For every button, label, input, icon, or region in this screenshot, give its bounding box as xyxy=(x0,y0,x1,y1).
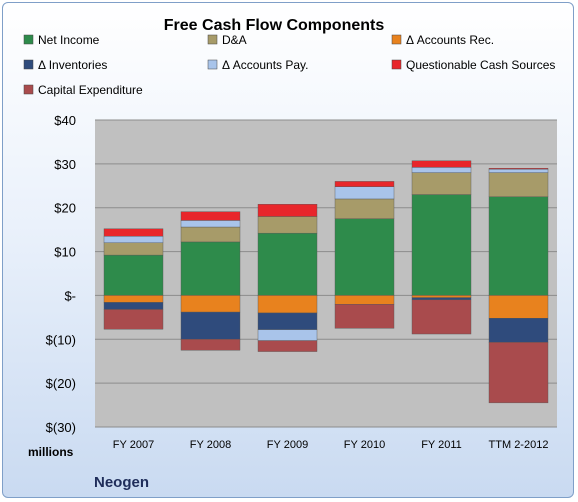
x-tick-label: FY 2009 xyxy=(267,439,308,451)
bar-segment xyxy=(334,218,395,296)
legend-swatch xyxy=(391,59,402,70)
legend-label: D&A xyxy=(222,33,247,47)
x-tick-label: FY 2007 xyxy=(113,439,154,451)
bar-segment xyxy=(103,302,164,310)
x-tick-label: FY 2008 xyxy=(190,439,231,451)
legend-swatch xyxy=(207,34,218,45)
bar-segment xyxy=(411,172,472,195)
bar-segment xyxy=(488,172,549,197)
y-tick-label: $40 xyxy=(54,113,76,128)
bar-segment xyxy=(334,304,395,329)
chart-legend: Net Income D&A Δ Accounts Rec. Δ Inventorie… xyxy=(23,33,555,97)
bar-segment xyxy=(411,194,472,296)
bar-segment xyxy=(488,318,549,343)
y-unit-label: millions xyxy=(28,445,74,459)
bars-group xyxy=(103,160,549,404)
legend-label: Net Income xyxy=(38,33,100,47)
bar-segment xyxy=(180,339,241,351)
bar-segment xyxy=(257,329,318,341)
legend-swatch xyxy=(23,84,34,95)
x-tick-label: TTM 2-2012 xyxy=(489,439,549,451)
legend-label: Δ Inventories xyxy=(38,58,107,72)
bar-segment xyxy=(334,181,395,187)
gridlines xyxy=(95,119,557,428)
bar-segment xyxy=(334,295,395,305)
bar-segment xyxy=(411,160,472,168)
y-tick-label: $- xyxy=(64,288,76,303)
bar-segment xyxy=(103,236,164,244)
legend-swatch xyxy=(23,34,34,45)
y-tick-label: $20 xyxy=(54,201,76,216)
legend-label: Questionable Cash Sources xyxy=(406,58,555,72)
y-tick-label: $30 xyxy=(54,157,76,172)
legend-label: Δ Accounts Rec. xyxy=(406,33,494,47)
bar-segment xyxy=(411,297,472,301)
bar-segment xyxy=(334,198,395,219)
legend-label: Capital Expenditure xyxy=(38,83,143,97)
chart-title: Free Cash Flow Components xyxy=(164,17,385,34)
x-tick-label: FY 2011 xyxy=(421,439,462,451)
bar-segment xyxy=(103,242,164,256)
x-tick-label: FY 2010 xyxy=(344,439,385,451)
bar-segment xyxy=(180,220,241,228)
bar-segment xyxy=(334,186,395,200)
bar-segment xyxy=(180,241,241,296)
bar-segment xyxy=(257,216,318,234)
y-tick-label: $(20) xyxy=(46,376,76,391)
bar-segment xyxy=(488,196,549,296)
bar-segment xyxy=(180,311,241,340)
bar-segment xyxy=(488,168,549,170)
bar-segment xyxy=(411,299,472,335)
bar-segment xyxy=(411,167,472,173)
bar-segment xyxy=(257,340,318,352)
x-tick-labels: FY 2007 FY 2008 FY 2009 FY 2010 FY 2011 TTM 2… xyxy=(113,439,549,451)
y-tick-label: $10 xyxy=(54,245,76,260)
bar-segment xyxy=(103,228,164,237)
legend-swatch xyxy=(23,59,34,70)
y-tick-label: $(30) xyxy=(46,420,76,435)
y-tick-label: $(10) xyxy=(46,332,76,347)
bar-segment xyxy=(257,204,318,217)
bar-segment xyxy=(257,295,318,314)
plot-area xyxy=(95,120,557,427)
bar-segment xyxy=(488,295,549,319)
bar-segment xyxy=(103,309,164,330)
bar-segment xyxy=(411,295,472,298)
company-label: Neogen xyxy=(94,474,149,491)
bar-segment xyxy=(488,168,549,173)
legend-swatch xyxy=(391,34,402,45)
bar-segment xyxy=(257,232,318,296)
bar-segment xyxy=(180,295,241,313)
y-tick-labels: $40 $30 $20 $10 $- $(10) $(20) $(30) xyxy=(46,113,76,435)
bar-segment xyxy=(488,342,549,404)
bar-segment xyxy=(257,312,318,330)
bar-segment xyxy=(180,226,241,243)
legend-swatch xyxy=(207,59,218,70)
bar-segment xyxy=(103,295,164,303)
bar-segment xyxy=(103,254,164,296)
legend-label: Δ Accounts Pay. xyxy=(222,58,309,72)
bar-segment xyxy=(180,211,241,221)
